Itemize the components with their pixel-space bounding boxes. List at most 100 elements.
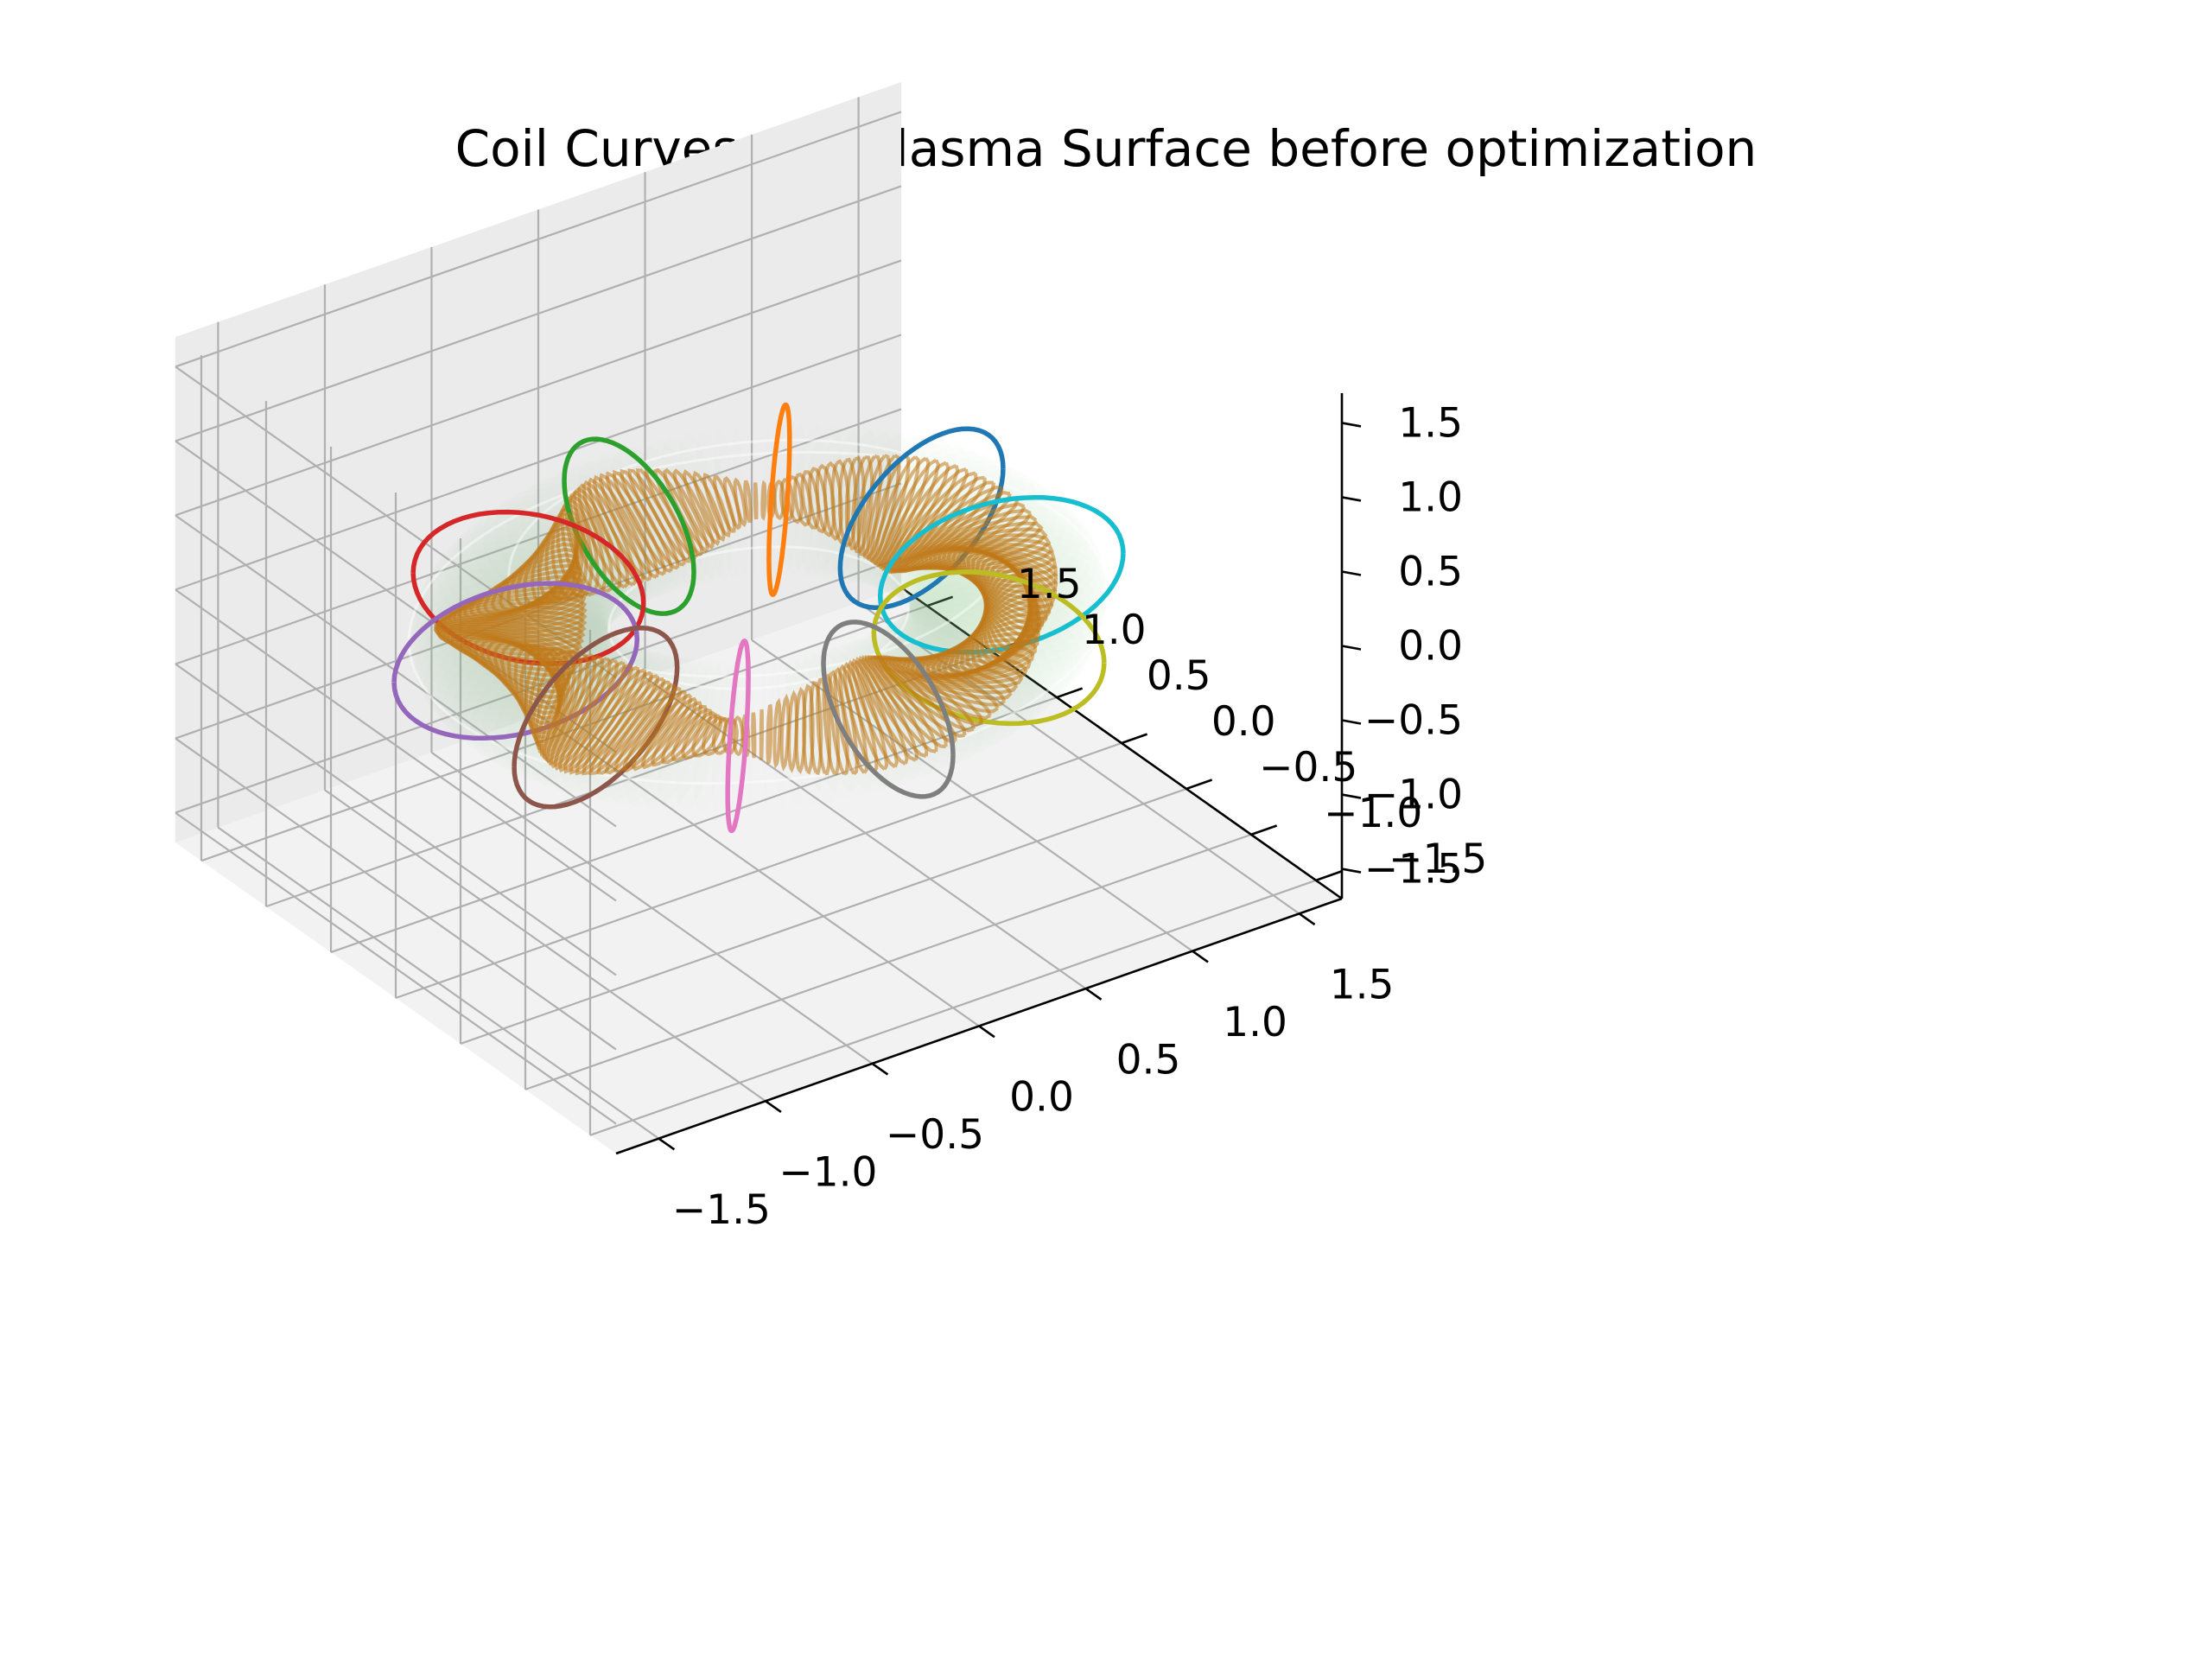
y-tick (1185, 779, 1213, 791)
plasma-section (702, 715, 728, 757)
plasma-section (682, 469, 721, 546)
plasma-section (842, 661, 879, 773)
z-tick-label: −1.0 (1364, 772, 1463, 819)
plasma-section (557, 663, 633, 772)
grid-line (330, 696, 1058, 954)
plasma-section (575, 671, 653, 776)
coil-2-curve (562, 436, 696, 616)
plasma-section (631, 693, 693, 772)
plasma-section (861, 655, 929, 758)
grid-line (460, 787, 1187, 1045)
plasma-section (556, 502, 594, 599)
grid-line (175, 111, 902, 368)
x-tick (978, 1025, 995, 1039)
plasma-section (592, 474, 652, 582)
x-tick (1084, 988, 1103, 1001)
x-tick-label: −1.0 (779, 1149, 877, 1197)
x-tick (1298, 912, 1316, 926)
plasma-section (553, 660, 627, 771)
grid-line (524, 833, 1252, 1090)
y-tick (1315, 870, 1343, 882)
z-tick (1341, 422, 1362, 428)
plasma-section (760, 480, 767, 521)
plasma-section (506, 642, 561, 725)
plasma-section (692, 470, 726, 543)
plasma-section (888, 471, 978, 575)
grid-line (175, 334, 902, 591)
y-tick-label: −1.0 (1324, 790, 1422, 837)
plasma-section (766, 703, 773, 765)
plasma-section (731, 715, 745, 757)
plasma-section (660, 704, 708, 765)
coil-9-curve (877, 494, 1126, 655)
coil-1-curve (766, 402, 792, 597)
plasma-section (582, 674, 659, 776)
coil-7-curve (821, 620, 956, 799)
plasma-section (733, 477, 747, 528)
z-tick-label: 0.5 (1398, 549, 1463, 596)
x-tick (658, 1137, 676, 1151)
y-tick (926, 595, 954, 607)
z-tick (1341, 496, 1362, 502)
plasma-section (596, 680, 671, 775)
z-tick-label: 1.0 (1398, 474, 1463, 521)
plasma-section (671, 708, 713, 763)
y-tick-label: 1.0 (1082, 607, 1147, 654)
grid-line (589, 879, 1317, 1136)
z-tick-label: −0.5 (1364, 697, 1463, 745)
tick-labels: −1.5−1.0−0.50.00.51.01.5−1.5−1.0−0.50.00… (672, 399, 1487, 1234)
grid-line (395, 741, 1122, 1000)
plasma-section (850, 658, 899, 769)
x-tick (1192, 950, 1209, 963)
plasma-section (779, 478, 795, 521)
plasma-section (519, 645, 563, 734)
plasma-section (604, 683, 677, 775)
x-tick-label: 0.0 (1009, 1074, 1074, 1122)
y-tick-label: −0.5 (1259, 744, 1357, 791)
plasma-section (549, 658, 620, 769)
torus-highlight (407, 450, 1110, 785)
plasma-section (563, 665, 640, 774)
coil-and-plasma-curves (391, 402, 1126, 834)
z-tick (1341, 793, 1362, 799)
plasma-section (524, 646, 567, 740)
plasma-section (513, 644, 562, 730)
grid-line (175, 588, 617, 902)
plasma-section (772, 697, 782, 769)
plasma-section (753, 482, 759, 520)
z-tick-label: −1.5 (1364, 846, 1463, 893)
coil-8-curve (871, 569, 1107, 727)
z-tick (1341, 868, 1362, 874)
z-tick (1341, 645, 1362, 651)
plasma-section (651, 701, 703, 767)
plasma-section (613, 686, 683, 774)
coil-4-curve (391, 581, 640, 741)
z-tick (1341, 719, 1362, 725)
x-tick-label: 1.5 (1330, 962, 1395, 1009)
plasma-section (847, 659, 889, 771)
plasma-section (743, 480, 753, 524)
plasma-section (588, 677, 666, 776)
plasma-section (925, 632, 1039, 678)
y-tick (1250, 824, 1278, 836)
axis-panes (175, 82, 1342, 1154)
y-tick-label: 1.5 (1017, 561, 1082, 608)
y-tick-label: −1.5 (1389, 836, 1487, 883)
y-tick (1056, 687, 1084, 699)
grid-line (175, 737, 617, 1051)
plasma-section (794, 686, 807, 774)
x-tick (765, 1100, 782, 1114)
coil-5-curve (512, 625, 680, 810)
plasma-section (854, 657, 909, 766)
grid-line (175, 259, 902, 517)
y-tick-label: 0.5 (1147, 652, 1211, 700)
x-tick-label: 0.5 (1116, 1036, 1181, 1084)
x-tick-label: 1.0 (1223, 999, 1287, 1046)
plasma-section (759, 709, 764, 760)
coil-6-curve (725, 639, 751, 834)
plasma-section (663, 467, 709, 554)
grid-line (175, 408, 902, 665)
grid-line (175, 663, 617, 976)
grid-line (175, 185, 902, 442)
